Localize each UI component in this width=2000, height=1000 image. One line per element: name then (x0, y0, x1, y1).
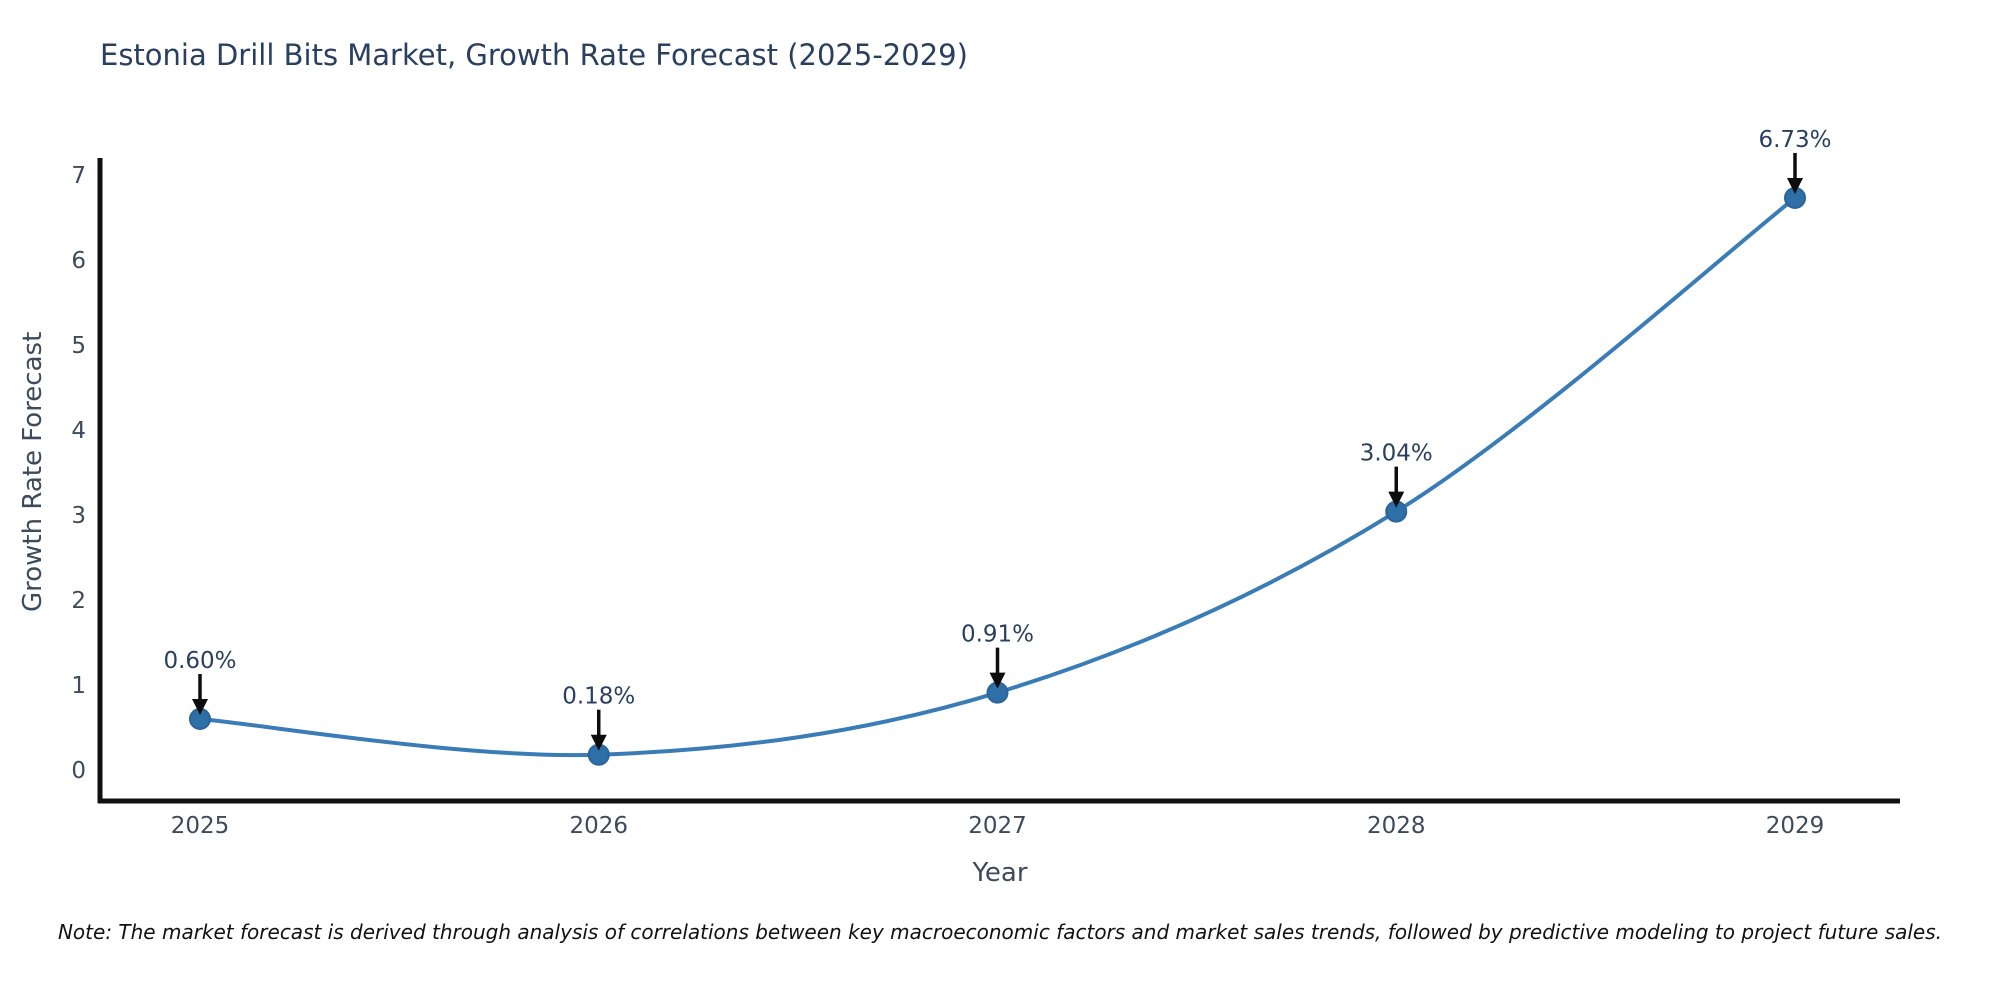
y-tick-label: 6 (71, 248, 86, 274)
y-tick-label: 2 (71, 588, 86, 614)
x-axis-title: Year (972, 858, 1028, 888)
x-tick-label: 2026 (569, 813, 628, 839)
y-tick-label: 7 (71, 163, 86, 189)
y-tick-label: 0 (71, 758, 86, 784)
y-tick-label: 4 (71, 418, 86, 444)
x-tick-label: 2028 (1367, 813, 1426, 839)
annotation-label: 0.18% (562, 684, 635, 710)
footnote: Note: The market forecast is derived thr… (57, 920, 1943, 944)
annotation-arrowhead (1787, 177, 1803, 194)
annotation-label: 0.91% (961, 622, 1034, 648)
chart-title: Estonia Drill Bits Market, Growth Rate F… (100, 38, 968, 72)
y-tick-label: 3 (71, 503, 86, 529)
y-tick-label: 1 (71, 673, 86, 699)
annotation-label: 0.60% (163, 648, 236, 674)
x-tick-label: 2027 (968, 813, 1027, 839)
annotation-label: 3.04% (1360, 441, 1433, 467)
x-tick-label: 2025 (171, 813, 230, 839)
annotation-label: 6.73% (1758, 127, 1831, 153)
x-tick-label: 2029 (1766, 813, 1825, 839)
annotation-arrowhead (192, 699, 208, 715)
y-tick-label: 5 (71, 333, 86, 359)
annotation-arrowhead (590, 734, 607, 751)
annotation-arrowhead (1388, 491, 1405, 508)
annotation-arrowhead (989, 672, 1006, 689)
y-axis-title: Growth Rate Forecast (18, 331, 48, 612)
